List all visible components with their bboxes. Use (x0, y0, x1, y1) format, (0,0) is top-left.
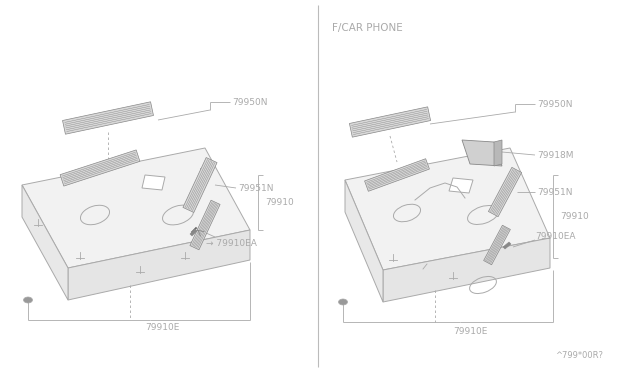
Polygon shape (142, 175, 165, 190)
Polygon shape (22, 185, 68, 300)
Polygon shape (60, 150, 140, 186)
Polygon shape (22, 148, 250, 268)
Polygon shape (449, 178, 473, 193)
Polygon shape (190, 229, 197, 236)
Text: 79910: 79910 (265, 198, 294, 206)
Text: 79910: 79910 (560, 212, 589, 221)
Polygon shape (488, 167, 522, 217)
Polygon shape (494, 140, 502, 166)
Text: 79910E: 79910E (453, 327, 488, 337)
Polygon shape (484, 225, 510, 265)
Polygon shape (503, 242, 511, 249)
Polygon shape (63, 102, 154, 134)
Ellipse shape (24, 297, 33, 303)
Polygon shape (365, 159, 429, 191)
Text: 79910EA: 79910EA (535, 231, 575, 241)
Text: 79951N: 79951N (238, 183, 273, 192)
Text: 79950N: 79950N (537, 99, 573, 109)
Text: 79910E: 79910E (145, 323, 179, 331)
Text: F/CAR PHONE: F/CAR PHONE (332, 23, 403, 33)
Polygon shape (383, 238, 550, 302)
Text: 79950N: 79950N (232, 97, 268, 106)
Polygon shape (345, 180, 383, 302)
Text: → 79910EA: → 79910EA (206, 238, 257, 247)
Polygon shape (190, 200, 220, 250)
Text: ^799*00R?: ^799*00R? (555, 350, 603, 359)
Polygon shape (349, 107, 431, 137)
Text: 79918M: 79918M (537, 151, 573, 160)
Ellipse shape (339, 299, 348, 305)
Polygon shape (345, 148, 550, 270)
Text: 79951N: 79951N (537, 187, 573, 196)
Polygon shape (68, 230, 250, 300)
Polygon shape (183, 157, 217, 212)
Polygon shape (462, 140, 502, 166)
